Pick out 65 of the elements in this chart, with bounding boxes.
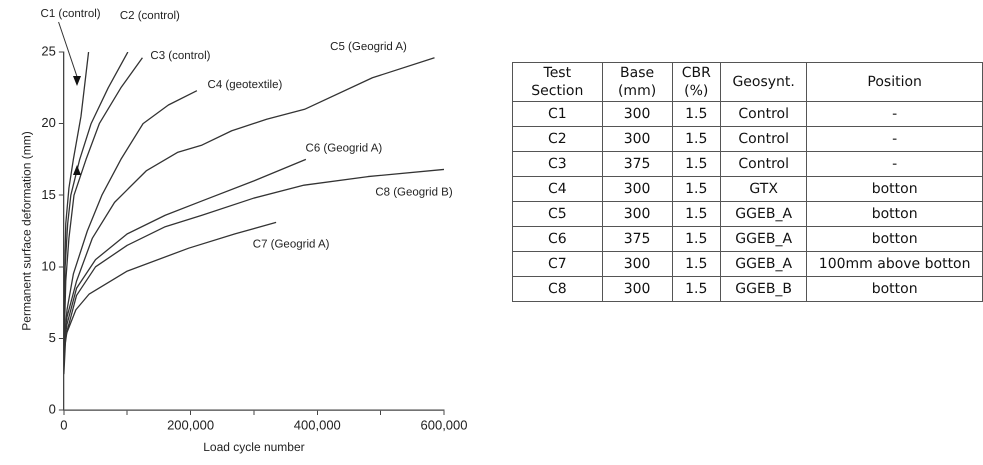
y-tick-label: 20 (41, 115, 56, 130)
y-tick-label: 5 (48, 330, 56, 345)
category-label: Base (mm) (602, 62, 672, 102)
series-label: C3 (control) (150, 50, 211, 62)
text: Control (738, 106, 789, 122)
text: C1 (548, 106, 567, 122)
text: botton (872, 231, 918, 247)
y-tick-label: 25 (41, 44, 56, 59)
text: - (892, 156, 898, 172)
text: 375 (624, 231, 650, 247)
text: 1.5 (685, 106, 708, 122)
text: 1.5 (685, 281, 708, 297)
text: C8 (548, 281, 567, 297)
x-axis-title: Load cycle number (203, 440, 305, 454)
text: 1.5 (685, 131, 708, 147)
y-tick-label: 15 (41, 186, 56, 202)
text: botton (872, 181, 918, 197)
series-label: C4 (geotextile) (208, 78, 282, 91)
series-label: C6 (Geogrid A) (306, 142, 382, 155)
y-tick-label: 0 (48, 402, 56, 417)
text: 300 (624, 281, 650, 297)
series-label: C8 (Geogrid B) (375, 186, 453, 199)
text: 375 (624, 156, 650, 172)
text: GTX (749, 181, 778, 197)
text: - (892, 131, 898, 147)
series-label: C5 (Geogrid A) (330, 40, 408, 53)
x-tick-label: 0 (60, 417, 68, 432)
text: C5 (548, 206, 567, 222)
category-label: Position (806, 62, 982, 102)
category-label: Geosynt. (720, 62, 807, 102)
text: C2 (control) (120, 10, 180, 22)
text: 300 (624, 206, 650, 222)
text: botton (872, 206, 918, 222)
text: C2 (548, 131, 567, 147)
text: 300 (624, 131, 650, 147)
x-tick-label: 200,000 (167, 417, 214, 432)
text: C3 (548, 156, 567, 172)
text: Control (738, 131, 789, 147)
text: 100mm above botton (818, 256, 970, 272)
text: GGEB_A (735, 206, 792, 222)
y-axis-title: Permanent surface deformation (mm) (20, 131, 34, 331)
text: GGEB_B (735, 281, 792, 297)
text: 300 (624, 181, 650, 197)
category-label: Test Section (512, 62, 602, 102)
series-label: C7 (Geogrid A) (252, 238, 330, 251)
text: 1.5 (685, 206, 708, 222)
y-tick-label: 10 (41, 258, 56, 274)
text: C6 (548, 231, 567, 247)
text: botton (872, 281, 918, 297)
text: C7 (548, 256, 567, 272)
text: 1.5 (685, 181, 708, 197)
text: 300 (624, 256, 650, 272)
text: C1 (control) (40, 8, 101, 20)
text: C4 (548, 181, 567, 197)
text: 1.5 (685, 156, 708, 172)
x-tick-label: 600,000 (420, 417, 468, 432)
text: 1.5 (685, 256, 708, 272)
text: 1.5 (685, 231, 708, 247)
text: GGEB_A (735, 231, 792, 247)
text: Control (738, 156, 789, 172)
text: 300 (624, 106, 650, 122)
text: GGEB_A (735, 256, 792, 272)
category-label: CBR (%) (672, 62, 721, 102)
x-tick-label: 400,000 (294, 417, 341, 432)
text: - (892, 106, 898, 122)
